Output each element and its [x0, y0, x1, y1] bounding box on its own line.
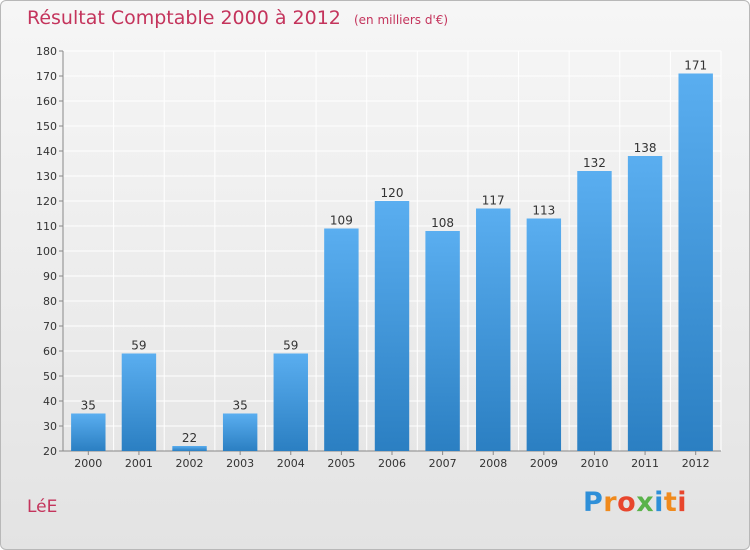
logo-letter: P [583, 487, 604, 518]
y-tick-label: 100 [36, 245, 57, 258]
bar [273, 353, 308, 451]
y-tick-label: 70 [43, 320, 57, 333]
x-tick-label: 2002 [176, 457, 204, 470]
logo-letter: o [617, 487, 637, 518]
data-label: 109 [330, 214, 353, 228]
y-tick-label: 140 [36, 145, 57, 158]
logo-letter: x [636, 487, 655, 518]
x-tick-label: 2003 [226, 457, 254, 470]
data-label: 108 [431, 216, 454, 230]
bar [476, 208, 511, 451]
x-tick-label: 2001 [125, 457, 153, 470]
data-label: 120 [381, 186, 404, 200]
x-tick-label: 2004 [277, 457, 305, 470]
bar [172, 446, 207, 451]
data-label: 113 [532, 204, 555, 218]
logo-letter: t [663, 487, 678, 518]
y-tick-label: 120 [36, 195, 57, 208]
y-tick-label: 50 [43, 370, 57, 383]
bar [324, 228, 359, 451]
y-tick-label: 130 [36, 170, 57, 183]
labels: 20 30 40 50 60 70 80 90 100 110 120 130 140 150 160 170… [36, 45, 710, 470]
bar [374, 201, 410, 451]
x-tick-label: 2010 [580, 457, 608, 470]
data-label: 35 [81, 399, 96, 413]
bar [678, 73, 713, 451]
bar [121, 353, 157, 451]
y-tick-label: 30 [43, 420, 57, 433]
x-tick-label: 2006 [378, 457, 406, 470]
x-tick-label: 2012 [682, 457, 710, 470]
chart-title: Résultat Comptable 2000 à 2012 [27, 7, 341, 29]
bar [425, 231, 460, 451]
logo-letter: i [677, 487, 688, 518]
commune-name: LéE [27, 497, 58, 517]
x-tick-label: 2007 [429, 457, 457, 470]
data-label: 35 [233, 399, 248, 413]
y-tick-label: 90 [43, 270, 57, 283]
data-label: 171 [684, 59, 707, 73]
y-tick-label: 160 [36, 95, 57, 108]
logo-letter: r [603, 487, 618, 518]
bars [71, 73, 713, 451]
data-label: 22 [182, 431, 197, 445]
data-label: 132 [583, 156, 606, 170]
data-label: 59 [131, 339, 146, 353]
data-label: 59 [283, 339, 298, 353]
y-tick-label: 110 [36, 220, 57, 233]
x-tick-label: 2000 [74, 457, 102, 470]
y-tick-label: 150 [36, 120, 57, 133]
bar [627, 156, 663, 451]
y-tick-label: 60 [43, 345, 57, 358]
chart-subtitle: (en milliers d'€) [353, 13, 449, 27]
bar [526, 218, 562, 451]
y-tick-label: 80 [43, 295, 57, 308]
logo-letter: i [654, 487, 664, 518]
y-tick-label: 20 [43, 445, 57, 458]
bar [71, 413, 106, 451]
data-label: 117 [482, 194, 505, 208]
x-tick-label: 2011 [631, 457, 659, 470]
proxiti-logo: Proxiti [583, 487, 687, 518]
chart-title-block: Résultat Comptable 2000 à 2012 (en milli… [27, 7, 448, 29]
x-tick-label: 2009 [530, 457, 558, 470]
bar [222, 413, 258, 451]
y-tick-label: 40 [43, 395, 57, 408]
data-label: 138 [634, 141, 657, 155]
y-tick-label: 180 [36, 45, 57, 58]
bar [577, 171, 612, 451]
x-tick-label: 2005 [327, 457, 355, 470]
x-tick-label: 2008 [479, 457, 507, 470]
y-tick-label: 170 [36, 70, 57, 83]
